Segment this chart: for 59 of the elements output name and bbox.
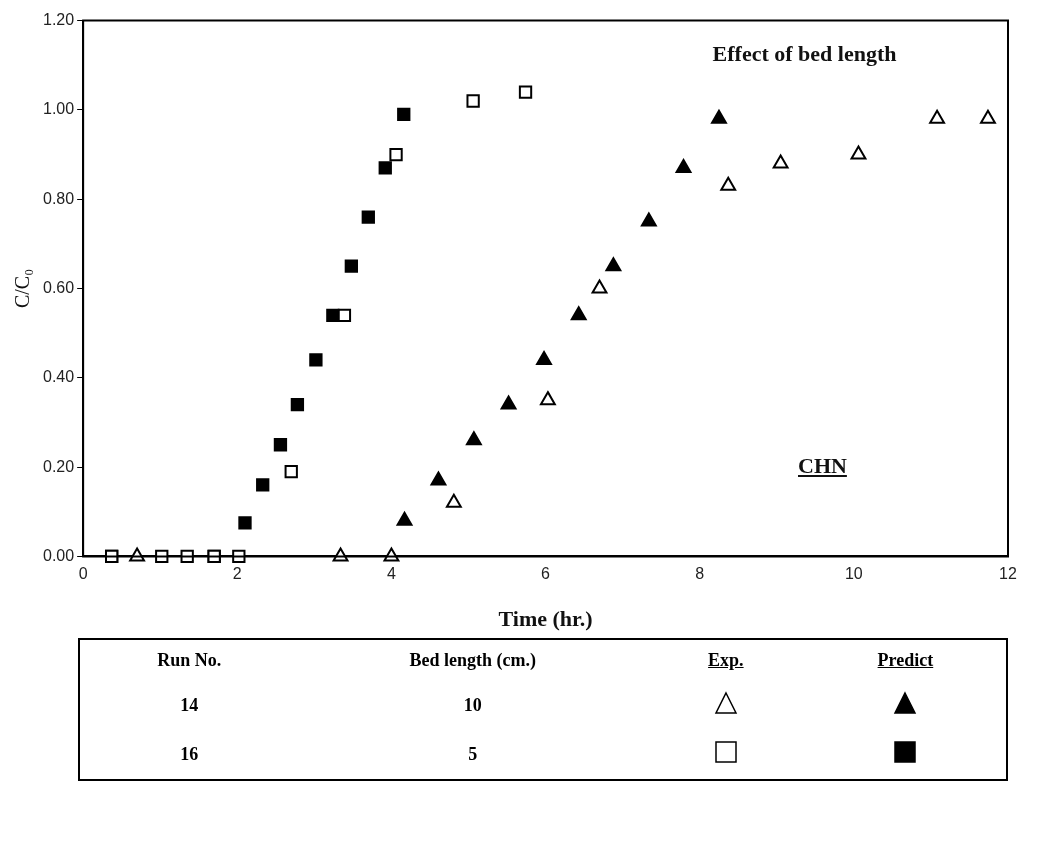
point xyxy=(539,391,556,406)
x-axis-title: Time (hr.) xyxy=(498,606,593,632)
point xyxy=(980,109,996,124)
y-axis-title: C/C₀ xyxy=(11,268,34,309)
point xyxy=(397,107,411,122)
point xyxy=(929,109,946,124)
y-tick-label: 0.60 xyxy=(43,278,75,296)
point xyxy=(675,158,692,173)
point xyxy=(238,516,252,530)
annotation: CHN xyxy=(798,453,847,479)
point xyxy=(430,471,447,486)
x-tick-label: 8 xyxy=(695,565,705,583)
point xyxy=(284,464,298,479)
point xyxy=(466,94,480,108)
point xyxy=(640,212,657,227)
point xyxy=(389,147,403,162)
text: 5 xyxy=(467,743,479,766)
point xyxy=(344,259,359,273)
x-tick-label: 10 xyxy=(844,565,863,583)
text: Bed length (cm.) xyxy=(408,649,537,672)
point xyxy=(605,257,622,272)
point xyxy=(273,438,288,452)
point xyxy=(500,395,517,410)
x-tick-label: 6 xyxy=(541,565,551,583)
text: Run No. xyxy=(156,649,223,672)
point xyxy=(536,350,552,365)
annotation: Effect of bed length xyxy=(712,40,897,66)
x-tick-label: 0 xyxy=(78,565,88,583)
y-tick-label: 0.00 xyxy=(43,546,75,564)
text: 14 xyxy=(179,694,200,717)
text: Exp. xyxy=(707,649,745,672)
point xyxy=(361,210,375,224)
y-tick-label: 0.40 xyxy=(43,368,75,386)
text: 10 xyxy=(462,694,483,717)
point xyxy=(465,431,482,446)
point xyxy=(337,308,352,322)
text: Predict xyxy=(876,649,935,672)
y-tick-label: 1.20 xyxy=(43,11,75,29)
point xyxy=(570,306,587,321)
point xyxy=(445,493,462,508)
point xyxy=(591,279,608,294)
y-tick-label: 1.00 xyxy=(43,100,75,118)
point xyxy=(720,176,737,191)
point xyxy=(378,161,392,175)
x-tick-label: 12 xyxy=(999,565,1017,583)
point xyxy=(711,109,727,124)
point xyxy=(396,511,413,526)
x-tick-label: 2 xyxy=(232,565,242,583)
point xyxy=(850,145,867,160)
point xyxy=(518,85,533,99)
y-tick-label: 0.80 xyxy=(43,189,75,207)
y-tick-label: 0.20 xyxy=(43,457,75,475)
point xyxy=(326,308,340,322)
point xyxy=(309,353,323,367)
point xyxy=(772,154,789,169)
x-tick-label: 4 xyxy=(386,565,396,583)
point xyxy=(290,397,305,412)
point xyxy=(256,478,270,492)
text: 16 xyxy=(179,743,200,766)
